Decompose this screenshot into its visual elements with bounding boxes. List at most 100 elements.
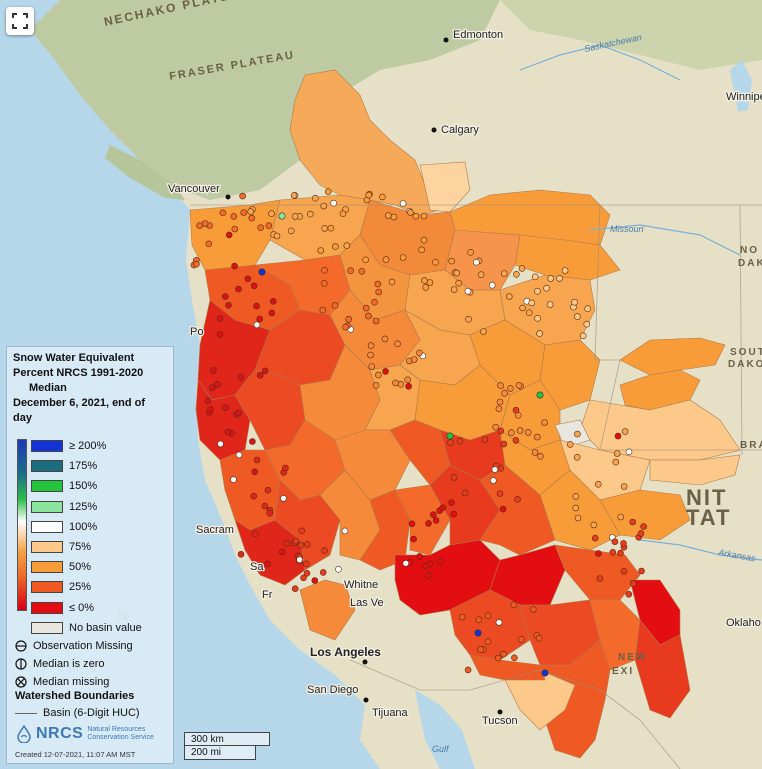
station-dot[interactable]: [235, 285, 242, 293]
station-dot[interactable]: [261, 502, 269, 510]
station-dot[interactable]: [374, 280, 382, 288]
station-dot[interactable]: [410, 535, 417, 543]
station-dot[interactable]: [302, 560, 310, 568]
station-dot[interactable]: [467, 249, 474, 256]
station-dot[interactable]: [253, 321, 261, 329]
station-dot[interactable]: [319, 306, 327, 314]
station-dot[interactable]: [196, 222, 203, 229]
station-dot[interactable]: [426, 279, 434, 286]
station-dot[interactable]: [484, 612, 492, 620]
station-dot[interactable]: [584, 305, 592, 313]
station-dot[interactable]: [620, 483, 628, 490]
station-dot[interactable]: [621, 428, 629, 435]
station-dot[interactable]: [448, 499, 455, 507]
station-dot[interactable]: [222, 293, 229, 300]
station-dot[interactable]: [531, 449, 539, 456]
station-dot[interactable]: [332, 243, 339, 250]
station-dot[interactable]: [572, 493, 580, 500]
station-dot[interactable]: [321, 547, 328, 555]
station-dot[interactable]: [617, 549, 624, 557]
station-dot[interactable]: [561, 267, 569, 274]
station-dot[interactable]: [225, 301, 232, 309]
station-dot[interactable]: [625, 448, 633, 456]
station-dot[interactable]: [231, 262, 238, 270]
station-dot[interactable]: [518, 265, 526, 272]
station-dot[interactable]: [420, 212, 428, 220]
station-dot[interactable]: [372, 381, 380, 389]
station-dot[interactable]: [247, 208, 254, 215]
station-dot[interactable]: [534, 314, 541, 322]
station-dot[interactable]: [273, 232, 281, 240]
station-dot[interactable]: [541, 419, 548, 426]
station-dot[interactable]: [296, 556, 303, 564]
station-dot[interactable]: [253, 302, 260, 310]
station-dot[interactable]: [320, 202, 328, 210]
station-dot[interactable]: [291, 585, 299, 593]
station-dot[interactable]: [516, 427, 524, 434]
station-dot[interactable]: [517, 636, 525, 643]
station-dot[interactable]: [425, 520, 432, 527]
station-dot[interactable]: [500, 270, 508, 277]
station-dot[interactable]: [574, 514, 582, 522]
station-dot[interactable]: [321, 225, 329, 232]
station-dot[interactable]: [347, 267, 354, 275]
station-dot[interactable]: [422, 284, 430, 291]
station-dot[interactable]: [625, 590, 633, 598]
station-dot[interactable]: [640, 523, 647, 530]
station-dot[interactable]: [265, 222, 273, 229]
station-dot[interactable]: [317, 247, 325, 254]
station-dot[interactable]: [571, 298, 578, 306]
station-dot[interactable]: [388, 278, 396, 286]
station-markers[interactable]: [190, 188, 647, 677]
basin-layer[interactable]: [189, 69, 741, 759]
station-dot[interactable]: [239, 192, 246, 200]
station-dot[interactable]: [473, 258, 480, 266]
station-dot[interactable]: [264, 560, 271, 568]
station-dot[interactable]: [536, 330, 543, 337]
station-dot[interactable]: [556, 275, 563, 282]
station-dot[interactable]: [261, 367, 269, 375]
station-dot[interactable]: [371, 298, 378, 306]
station-dot[interactable]: [596, 575, 604, 582]
station-dot[interactable]: [390, 213, 398, 221]
station-dot[interactable]: [341, 527, 349, 535]
station-dot[interactable]: [216, 315, 224, 322]
station-dot[interactable]: [404, 376, 412, 384]
station-dot[interactable]: [620, 540, 627, 547]
station-dot[interactable]: [507, 429, 515, 437]
station-dot[interactable]: [224, 428, 232, 436]
station-dot[interactable]: [510, 601, 518, 609]
station-dot[interactable]: [494, 654, 502, 662]
station-dot[interactable]: [201, 220, 209, 227]
station-dot[interactable]: [497, 382, 504, 389]
station-dot[interactable]: [237, 373, 245, 381]
station-dot[interactable]: [343, 242, 351, 249]
station-dot[interactable]: [477, 271, 485, 279]
station-dot[interactable]: [546, 301, 554, 308]
station-dot[interactable]: [331, 302, 339, 309]
station-dot[interactable]: [216, 331, 224, 338]
station-dot[interactable]: [225, 231, 233, 239]
station-dot[interactable]: [453, 269, 461, 277]
station-dot[interactable]: [497, 427, 505, 435]
station-dot[interactable]: [620, 567, 628, 575]
station-dot[interactable]: [531, 273, 539, 281]
station-dot[interactable]: [269, 297, 277, 305]
station-dot[interactable]: [450, 510, 458, 518]
station-dot[interactable]: [287, 227, 295, 235]
station-dot[interactable]: [629, 518, 637, 526]
station-dot[interactable]: [320, 279, 328, 287]
station-dot[interactable]: [412, 212, 420, 220]
station-dot[interactable]: [382, 256, 390, 263]
station-dot[interactable]: [256, 315, 264, 323]
station-dot[interactable]: [342, 323, 349, 331]
station-dot[interactable]: [583, 320, 591, 328]
station-dot[interactable]: [292, 537, 300, 545]
station-dot[interactable]: [402, 559, 410, 567]
station-dot[interactable]: [324, 188, 332, 195]
station-dot[interactable]: [507, 385, 514, 392]
station-dot[interactable]: [629, 580, 637, 588]
station-dot[interactable]: [365, 312, 372, 320]
station-dot[interactable]: [547, 275, 555, 282]
